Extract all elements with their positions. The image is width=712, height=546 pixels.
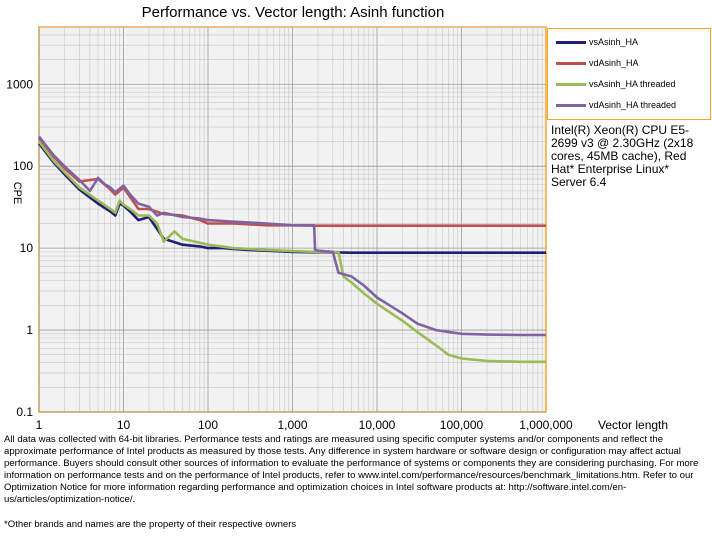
legend-item: vdAsinh_HA threaded (556, 98, 676, 112)
x-tick-labels: 1 10 100 1,000 10,000 100,000 1,000,000 (36, 418, 573, 432)
x-tick-label: 1,000 (277, 418, 307, 432)
x-tick-label: 1,000,000 (519, 418, 573, 432)
x-tick-label: 1 (36, 418, 43, 432)
legend-swatch (556, 104, 586, 108)
x-tick-label: 100 (198, 418, 218, 432)
series-line-3 (37, 140, 546, 364)
legend-item: vsAsinh_HA (556, 35, 638, 49)
y-tick-label: 1000 (6, 77, 33, 91)
disclaimer-text: All data was collected with 64-bit libra… (4, 434, 699, 505)
x-axis-label: Vector length (598, 418, 668, 432)
legend-label: vdAsinh_HA (589, 58, 639, 68)
legend-swatch (556, 83, 586, 87)
cpu-info: Intel(R) Xeon(R) CPU E5-2699 v3 @ 2.30GH… (551, 123, 694, 189)
legend-item: vdAsinh_HA (556, 56, 639, 70)
y-tick-label: 100 (13, 159, 33, 173)
x-tick-label: 10,000 (359, 418, 396, 432)
legend: vsAsinh_HA vdAsinh_HA vsAsinh_HA threade… (547, 28, 711, 120)
legend-swatch (556, 41, 586, 45)
y-axis-label: CPE (11, 182, 23, 205)
legend-label: vsAsinh_HA (589, 37, 639, 47)
y-tick-label: 10 (20, 241, 34, 255)
series-lines (37, 135, 546, 364)
legend-label: vdAsinh_HA threaded (589, 100, 677, 110)
legend-label: vsAsinh_HA threaded (589, 79, 676, 89)
footnote-text: *Other brands and names are the property… (4, 519, 297, 530)
legend-item: vsAsinh_HA threaded (556, 77, 676, 91)
chart-title: Performance vs. Vector length: Asinh fun… (141, 4, 445, 21)
legend-swatch (556, 62, 586, 66)
grid-lines (38, 26, 546, 413)
series-line-4 (37, 135, 546, 337)
y-tick-label: 0.1 (16, 405, 33, 419)
x-tick-label: 100,000 (440, 418, 484, 432)
y-tick-label: 1 (26, 323, 33, 337)
y-tick-labels: 0.1 1 10 100 1000 (6, 77, 33, 419)
x-tick-label: 10 (117, 418, 131, 432)
